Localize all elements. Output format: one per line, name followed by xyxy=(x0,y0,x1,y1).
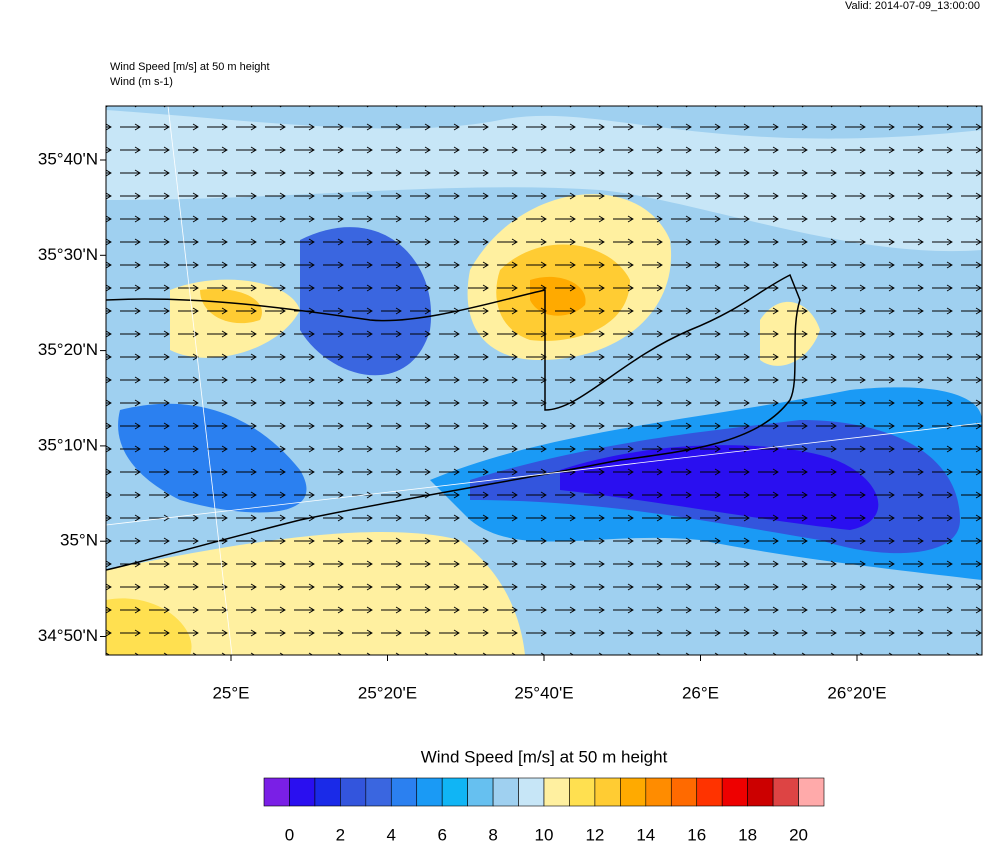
lat-label: 34°50'N xyxy=(38,626,98,645)
colorbar-box xyxy=(645,777,672,807)
lat-label: 35°20'N xyxy=(38,340,98,359)
colorbar-box xyxy=(390,777,418,807)
lon-label: 26°E xyxy=(682,683,719,702)
colorbar-tick-label: 6 xyxy=(437,825,446,844)
colorbar-box xyxy=(467,777,494,807)
colorbar-box xyxy=(594,777,621,807)
map-subtitle: Wind (m s-1) xyxy=(110,76,173,88)
colorbar-box xyxy=(365,777,392,807)
colorbar-box xyxy=(340,777,367,807)
lat-label: 35°30'N xyxy=(38,245,98,264)
lon-label: 25°E xyxy=(212,683,249,702)
colorbar-tick-label: 2 xyxy=(336,825,345,844)
colorbar-title: Wind Speed [m/s] at 50 m height xyxy=(421,747,668,766)
map-title: Wind Speed [m/s] at 50 m height xyxy=(110,61,270,73)
colorbar-tick-label: 10 xyxy=(535,825,554,844)
colorbar-box xyxy=(747,777,774,807)
colorbar-box xyxy=(543,777,570,807)
colorbar-box xyxy=(263,777,290,807)
colorbar-box xyxy=(314,777,341,807)
wind-field xyxy=(106,106,982,655)
colorbar-tick-label: 4 xyxy=(387,825,396,844)
colorbar-tick-label: 12 xyxy=(585,825,604,844)
colorbar-box xyxy=(696,777,723,807)
lat-label: 35°40'N xyxy=(38,149,98,168)
colorbar-box xyxy=(492,777,519,807)
colorbar-box xyxy=(670,777,698,807)
lat-label: 35°N xyxy=(60,531,98,550)
colorbar-tick-label: 20 xyxy=(789,825,808,844)
valid-time: Valid: 2014-07-09_13:00:00 xyxy=(845,0,980,12)
colorbar-tick-label: 18 xyxy=(738,825,757,844)
lon-label: 25°20'E xyxy=(358,683,417,702)
colorbar-box xyxy=(441,777,468,807)
colorbar-box xyxy=(772,777,799,807)
colorbar-tick-label: 8 xyxy=(488,825,497,844)
lon-label: 25°40'E xyxy=(514,683,573,702)
colorbar-tick-label: 16 xyxy=(687,825,706,844)
colorbar-tick-label: 0 xyxy=(285,825,294,844)
lat-label: 35°10'N xyxy=(38,435,98,454)
colorbar-box xyxy=(620,777,647,807)
colorbar-box xyxy=(416,777,443,807)
colorbar-box xyxy=(289,777,316,807)
colorbar-box xyxy=(721,777,748,807)
colorbar-box xyxy=(569,777,596,807)
colorbar-box xyxy=(798,777,825,807)
colorbar-tick-label: 14 xyxy=(636,825,655,844)
colorbar-box xyxy=(518,777,545,807)
lon-label: 26°20'E xyxy=(827,683,886,702)
